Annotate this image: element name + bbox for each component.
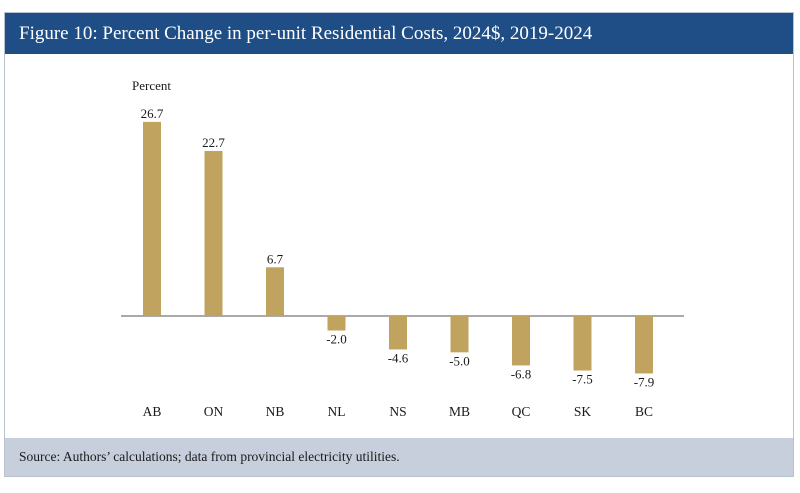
x-tick-label-nb: NB (266, 404, 285, 419)
bar-nl (327, 316, 346, 331)
data-label-ab: 26.7 (141, 106, 164, 121)
source-note: Source: Authors’ calculations; data from… (5, 438, 793, 476)
data-label-on: 22.7 (202, 135, 225, 150)
x-tick-label-mb: MB (449, 404, 470, 419)
x-tick-label-qc: QC (512, 404, 531, 419)
bar-ns (389, 316, 407, 350)
figure-frame: Figure 10: Percent Change in per-unit Re… (4, 12, 794, 477)
data-label-mb: -5.0 (449, 353, 470, 368)
data-label-bc: -7.9 (634, 374, 655, 389)
bar-on (204, 150, 223, 316)
bar-qc (512, 316, 530, 366)
bar-sk (573, 316, 592, 371)
x-tick-label-sk: SK (574, 404, 592, 419)
bar-ab (143, 121, 161, 317)
data-label-nb: 6.7 (267, 251, 284, 266)
x-tick-label-on: ON (204, 404, 224, 419)
x-tick-label-ns: NS (389, 404, 406, 419)
x-tick-label-ab: AB (143, 404, 162, 419)
data-label-ns: -4.6 (388, 350, 409, 365)
data-label-nl: -2.0 (326, 332, 347, 347)
x-tick-label-nl: NL (328, 404, 346, 419)
data-label-qc: -6.8 (511, 366, 532, 381)
bar-mb (450, 316, 469, 353)
y-axis-label: Percent (132, 78, 171, 93)
data-label-sk: -7.5 (572, 372, 593, 387)
bar-nb (266, 267, 284, 316)
figure-title: Figure 10: Percent Change in per-unit Re… (5, 13, 793, 54)
x-tick-label-bc: BC (635, 404, 653, 419)
bar-bc (635, 316, 653, 374)
